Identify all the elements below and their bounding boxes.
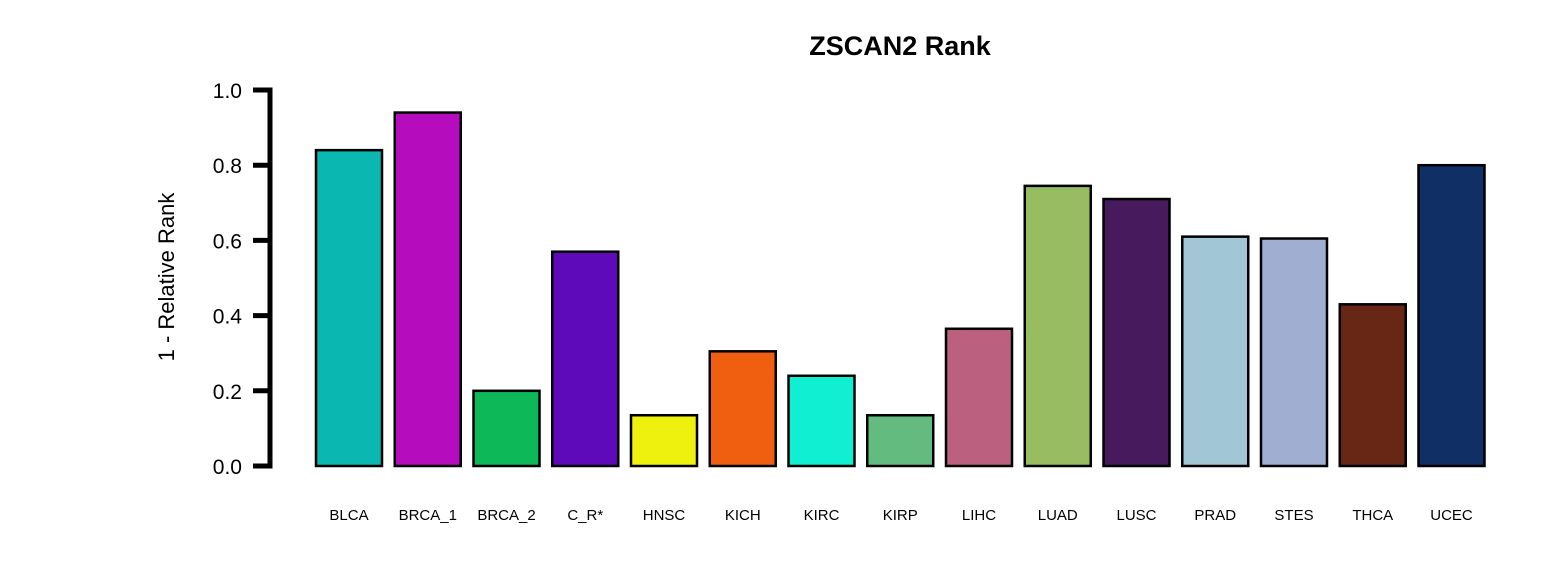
- bars: [314, 111, 1486, 468]
- y-axis: 0.0 0.2 0.4 0.6 0.8 1.0: [213, 80, 273, 479]
- x-tick-label: KIRP: [883, 507, 918, 524]
- y-tick-label: 0.6: [213, 230, 242, 253]
- bar-brca-1: [393, 111, 462, 468]
- y-tick-label: 0.0: [213, 456, 242, 479]
- y-tick-label: 0.2: [213, 381, 242, 404]
- x-tick-label: LUSC: [1116, 507, 1156, 524]
- x-tick-label: BLCA: [329, 507, 368, 524]
- y-tick-label: 0.4: [213, 306, 243, 329]
- x-tick-label: HNSC: [643, 507, 686, 524]
- bar-hnsc: [629, 413, 699, 468]
- x-tick-label: UCEC: [1430, 507, 1473, 524]
- x-tick-label: PRAD: [1194, 507, 1236, 524]
- bar-thca: [1338, 303, 1407, 468]
- bar-luad: [1023, 184, 1092, 468]
- x-tick-label: THCA: [1352, 507, 1393, 524]
- x-tick-label: BRCA_1: [399, 507, 457, 524]
- x-tick-label: BRCA_2: [477, 507, 535, 524]
- x-tick-label: STES: [1274, 507, 1313, 524]
- bar-kich: [708, 350, 777, 468]
- bar-lusc: [1102, 197, 1171, 468]
- x-tick-label: LUAD: [1038, 507, 1078, 524]
- x-axis-labels: BLCA BRCA_1 BRCA_2 C_R* HNSC KICH KIRC KIRP LIHC…: [329, 507, 1473, 524]
- bar-c-r: [551, 250, 620, 468]
- bar-ucec: [1417, 163, 1486, 468]
- x-tick-label: KICH: [725, 507, 761, 524]
- x-tick-label: C_R*: [567, 507, 603, 524]
- bar-blca: [314, 148, 384, 468]
- chart-title: ZSCAN2 Rank: [809, 31, 992, 61]
- bar-prad: [1181, 235, 1250, 468]
- y-tick-label: 0.8: [213, 155, 242, 178]
- bar-kirc: [787, 374, 856, 468]
- y-axis-label: 1 - Relative Rank: [154, 192, 179, 362]
- bar-brca-2: [472, 389, 541, 468]
- x-tick-label: LIHC: [962, 507, 996, 524]
- x-tick-label: KIRC: [804, 507, 840, 524]
- bar-kirp: [866, 413, 935, 468]
- bar-lihc: [944, 327, 1014, 468]
- bar-stes: [1259, 237, 1329, 468]
- y-tick-label: 1.0: [213, 80, 242, 103]
